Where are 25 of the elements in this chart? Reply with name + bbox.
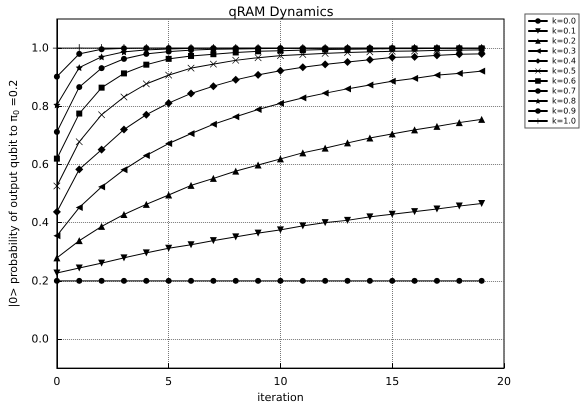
legend-label: k=0.0 — [552, 16, 576, 26]
legend-label: k=0.9 — [552, 106, 576, 116]
legend-label: k=0.1 — [552, 26, 576, 36]
y-tick-label: 0.4 — [31, 216, 49, 230]
x-tick-label: 15 — [385, 375, 400, 388]
x-axis-title: iteration — [257, 391, 304, 404]
x-tick-label: 20 — [497, 375, 511, 388]
legend-label: k=0.6 — [552, 76, 576, 86]
y-tick-label: 0.6 — [31, 158, 49, 171]
y-tick-label: 0.2 — [31, 274, 49, 288]
x-tick-label: 10 — [273, 375, 288, 388]
y-tick-label: 0.8 — [31, 100, 49, 113]
legend-label: k=0.7 — [552, 86, 576, 96]
legend-label: k=0.4 — [552, 56, 576, 66]
chart-title: qRAM Dynamics — [228, 5, 334, 20]
x-tick-label: 0 — [53, 375, 60, 388]
y-tick-label: 1.0 — [31, 42, 49, 55]
y-tick-label: 0.0 — [31, 332, 49, 346]
legend-label: k=0.5 — [552, 66, 576, 76]
legend-label: k=0.8 — [552, 96, 576, 106]
legend-label: k=0.2 — [552, 36, 576, 46]
legend-label: k=0.3 — [552, 46, 576, 56]
y-axis-title: |0> probability of output qubit to π0 =0.2 — [7, 80, 21, 308]
x-tick-label: 5 — [165, 375, 172, 388]
legend-label: k=1.0 — [552, 116, 576, 126]
